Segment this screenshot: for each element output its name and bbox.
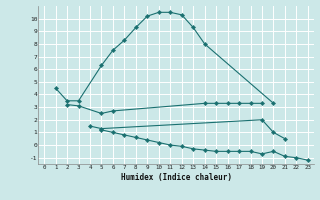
X-axis label: Humidex (Indice chaleur): Humidex (Indice chaleur) [121,173,231,182]
